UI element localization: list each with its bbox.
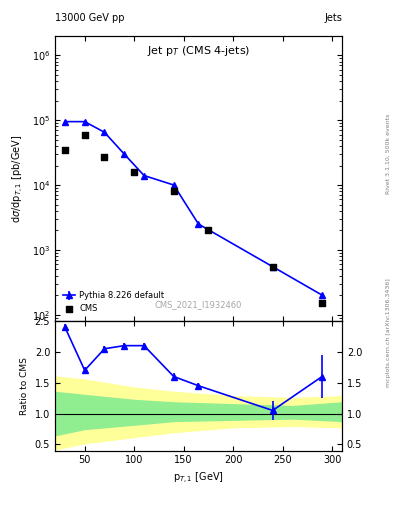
- CMS: [62, 145, 68, 154]
- CMS: [82, 131, 88, 139]
- Legend: Pythia 8.226 default, CMS: Pythia 8.226 default, CMS: [59, 288, 168, 317]
- Y-axis label: Ratio to CMS: Ratio to CMS: [20, 357, 29, 415]
- X-axis label: p$_{T,1}$ [GeV]: p$_{T,1}$ [GeV]: [173, 471, 224, 486]
- CMS: [101, 153, 108, 161]
- Text: Jets: Jets: [324, 13, 342, 23]
- Text: 13000 GeV pp: 13000 GeV pp: [55, 13, 125, 23]
- CMS: [270, 263, 276, 271]
- CMS: [131, 168, 137, 176]
- CMS: [205, 226, 211, 234]
- Text: mcplots.cern.ch [arXiv:1306.3436]: mcplots.cern.ch [arXiv:1306.3436]: [386, 279, 391, 387]
- CMS: [171, 187, 177, 196]
- Text: Rivet 3.1.10, 500k events: Rivet 3.1.10, 500k events: [386, 114, 391, 194]
- CMS: [319, 299, 325, 307]
- Text: Jet p$_{T}$ (CMS 4-jets): Jet p$_{T}$ (CMS 4-jets): [147, 45, 250, 58]
- Y-axis label: d$\sigma$/dp$_{T,1}$ [pb/GeV]: d$\sigma$/dp$_{T,1}$ [pb/GeV]: [11, 134, 26, 223]
- Text: CMS_2021_I1932460: CMS_2021_I1932460: [155, 301, 242, 310]
